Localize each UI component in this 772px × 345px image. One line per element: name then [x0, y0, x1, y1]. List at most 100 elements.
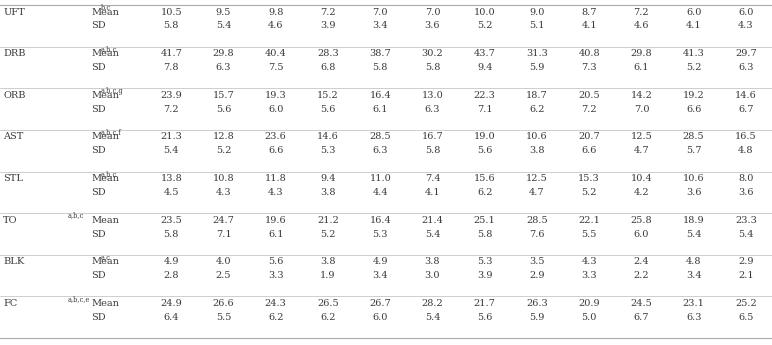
- Text: 11.0: 11.0: [369, 174, 391, 183]
- Text: SD: SD: [91, 271, 106, 280]
- Text: 24.7: 24.7: [212, 216, 235, 225]
- Text: 28.5: 28.5: [369, 132, 391, 141]
- Text: 24.5: 24.5: [631, 299, 652, 308]
- Text: 5.7: 5.7: [686, 146, 702, 155]
- Text: 6.3: 6.3: [425, 105, 440, 114]
- Text: 41.3: 41.3: [682, 49, 705, 58]
- Text: 4.8: 4.8: [686, 257, 702, 266]
- Text: 28.3: 28.3: [317, 49, 339, 58]
- Text: 6.3: 6.3: [215, 63, 232, 72]
- Text: 19.6: 19.6: [265, 216, 286, 225]
- Text: 21.3: 21.3: [161, 132, 182, 141]
- Text: 2.9: 2.9: [738, 257, 753, 266]
- Text: 2.5: 2.5: [215, 271, 232, 280]
- Text: 7.5: 7.5: [268, 63, 283, 72]
- Text: FC: FC: [3, 299, 17, 308]
- Text: a,b,c,e: a,b,c,e: [68, 295, 90, 303]
- Text: 9.8: 9.8: [268, 8, 283, 17]
- Text: 5.2: 5.2: [686, 63, 702, 72]
- Text: 19.2: 19.2: [682, 91, 705, 100]
- Text: 7.2: 7.2: [634, 8, 649, 17]
- Text: 14.6: 14.6: [735, 91, 757, 100]
- Text: 5.4: 5.4: [164, 146, 179, 155]
- Text: SD: SD: [91, 146, 106, 155]
- Text: 7.2: 7.2: [581, 105, 597, 114]
- Text: a,b,c,f: a,b,c,f: [100, 128, 121, 136]
- Text: 3.6: 3.6: [425, 21, 440, 30]
- Text: 5.3: 5.3: [320, 146, 336, 155]
- Text: 5.4: 5.4: [738, 229, 753, 238]
- Text: 2.2: 2.2: [634, 271, 649, 280]
- Text: 23.5: 23.5: [161, 216, 182, 225]
- Text: Mean: Mean: [91, 91, 119, 100]
- Text: 5.6: 5.6: [320, 105, 336, 114]
- Text: 18.9: 18.9: [682, 216, 705, 225]
- Text: 2.1: 2.1: [738, 271, 753, 280]
- Text: AST: AST: [3, 132, 23, 141]
- Text: 4.6: 4.6: [268, 21, 283, 30]
- Text: 4.3: 4.3: [268, 188, 283, 197]
- Text: 2.4: 2.4: [634, 257, 649, 266]
- Text: 6.3: 6.3: [372, 146, 388, 155]
- Text: 24.9: 24.9: [161, 299, 182, 308]
- Text: SD: SD: [91, 313, 106, 322]
- Text: 6.2: 6.2: [320, 313, 336, 322]
- Text: 10.6: 10.6: [682, 174, 705, 183]
- Text: 5.1: 5.1: [529, 21, 545, 30]
- Text: a,b,c: a,b,c: [100, 45, 117, 53]
- Text: 12.5: 12.5: [526, 174, 548, 183]
- Text: 3.8: 3.8: [320, 188, 336, 197]
- Text: 6.0: 6.0: [686, 8, 701, 17]
- Text: SD: SD: [91, 229, 106, 238]
- Text: 13.0: 13.0: [422, 91, 443, 100]
- Text: 3.9: 3.9: [477, 271, 493, 280]
- Text: 3.4: 3.4: [372, 21, 388, 30]
- Text: 16.5: 16.5: [735, 132, 757, 141]
- Text: 5.4: 5.4: [686, 229, 702, 238]
- Text: 6.6: 6.6: [581, 146, 597, 155]
- Text: 38.7: 38.7: [369, 49, 391, 58]
- Text: SD: SD: [91, 63, 106, 72]
- Text: 15.2: 15.2: [317, 91, 339, 100]
- Text: 14.2: 14.2: [631, 91, 652, 100]
- Text: 28.5: 28.5: [682, 132, 705, 141]
- Text: a,b,c,g: a,b,c,g: [100, 87, 123, 95]
- Text: 6.7: 6.7: [738, 105, 753, 114]
- Text: SD: SD: [91, 21, 106, 30]
- Text: 28.5: 28.5: [526, 216, 548, 225]
- Text: 5.6: 5.6: [268, 257, 283, 266]
- Text: 6.5: 6.5: [738, 313, 753, 322]
- Text: 20.7: 20.7: [578, 132, 600, 141]
- Text: 8.7: 8.7: [581, 8, 597, 17]
- Text: 6.2: 6.2: [268, 313, 283, 322]
- Text: 2.9: 2.9: [529, 271, 545, 280]
- Text: 15.6: 15.6: [474, 174, 496, 183]
- Text: 23.9: 23.9: [161, 91, 182, 100]
- Text: BLK: BLK: [3, 257, 25, 266]
- Text: 21.2: 21.2: [317, 216, 339, 225]
- Text: Mean: Mean: [91, 174, 119, 183]
- Text: 4.7: 4.7: [634, 146, 649, 155]
- Text: 7.2: 7.2: [320, 8, 336, 17]
- Text: 6.6: 6.6: [686, 105, 701, 114]
- Text: 4.1: 4.1: [581, 21, 597, 30]
- Text: 3.8: 3.8: [425, 257, 440, 266]
- Text: 12.8: 12.8: [212, 132, 235, 141]
- Text: 19.0: 19.0: [474, 132, 496, 141]
- Text: 4.5: 4.5: [164, 188, 179, 197]
- Text: 6.6: 6.6: [268, 146, 283, 155]
- Text: ORB: ORB: [3, 91, 25, 100]
- Text: 7.8: 7.8: [164, 63, 179, 72]
- Text: 5.4: 5.4: [425, 313, 440, 322]
- Text: 3.3: 3.3: [268, 271, 283, 280]
- Text: 9.4: 9.4: [320, 174, 336, 183]
- Text: 14.6: 14.6: [317, 132, 339, 141]
- Text: SD: SD: [91, 188, 106, 197]
- Text: 21.4: 21.4: [422, 216, 443, 225]
- Text: b,c: b,c: [100, 3, 110, 11]
- Text: 24.3: 24.3: [265, 299, 286, 308]
- Text: 7.2: 7.2: [164, 105, 179, 114]
- Text: 5.5: 5.5: [216, 313, 231, 322]
- Text: 10.6: 10.6: [526, 132, 548, 141]
- Text: 5.2: 5.2: [581, 188, 597, 197]
